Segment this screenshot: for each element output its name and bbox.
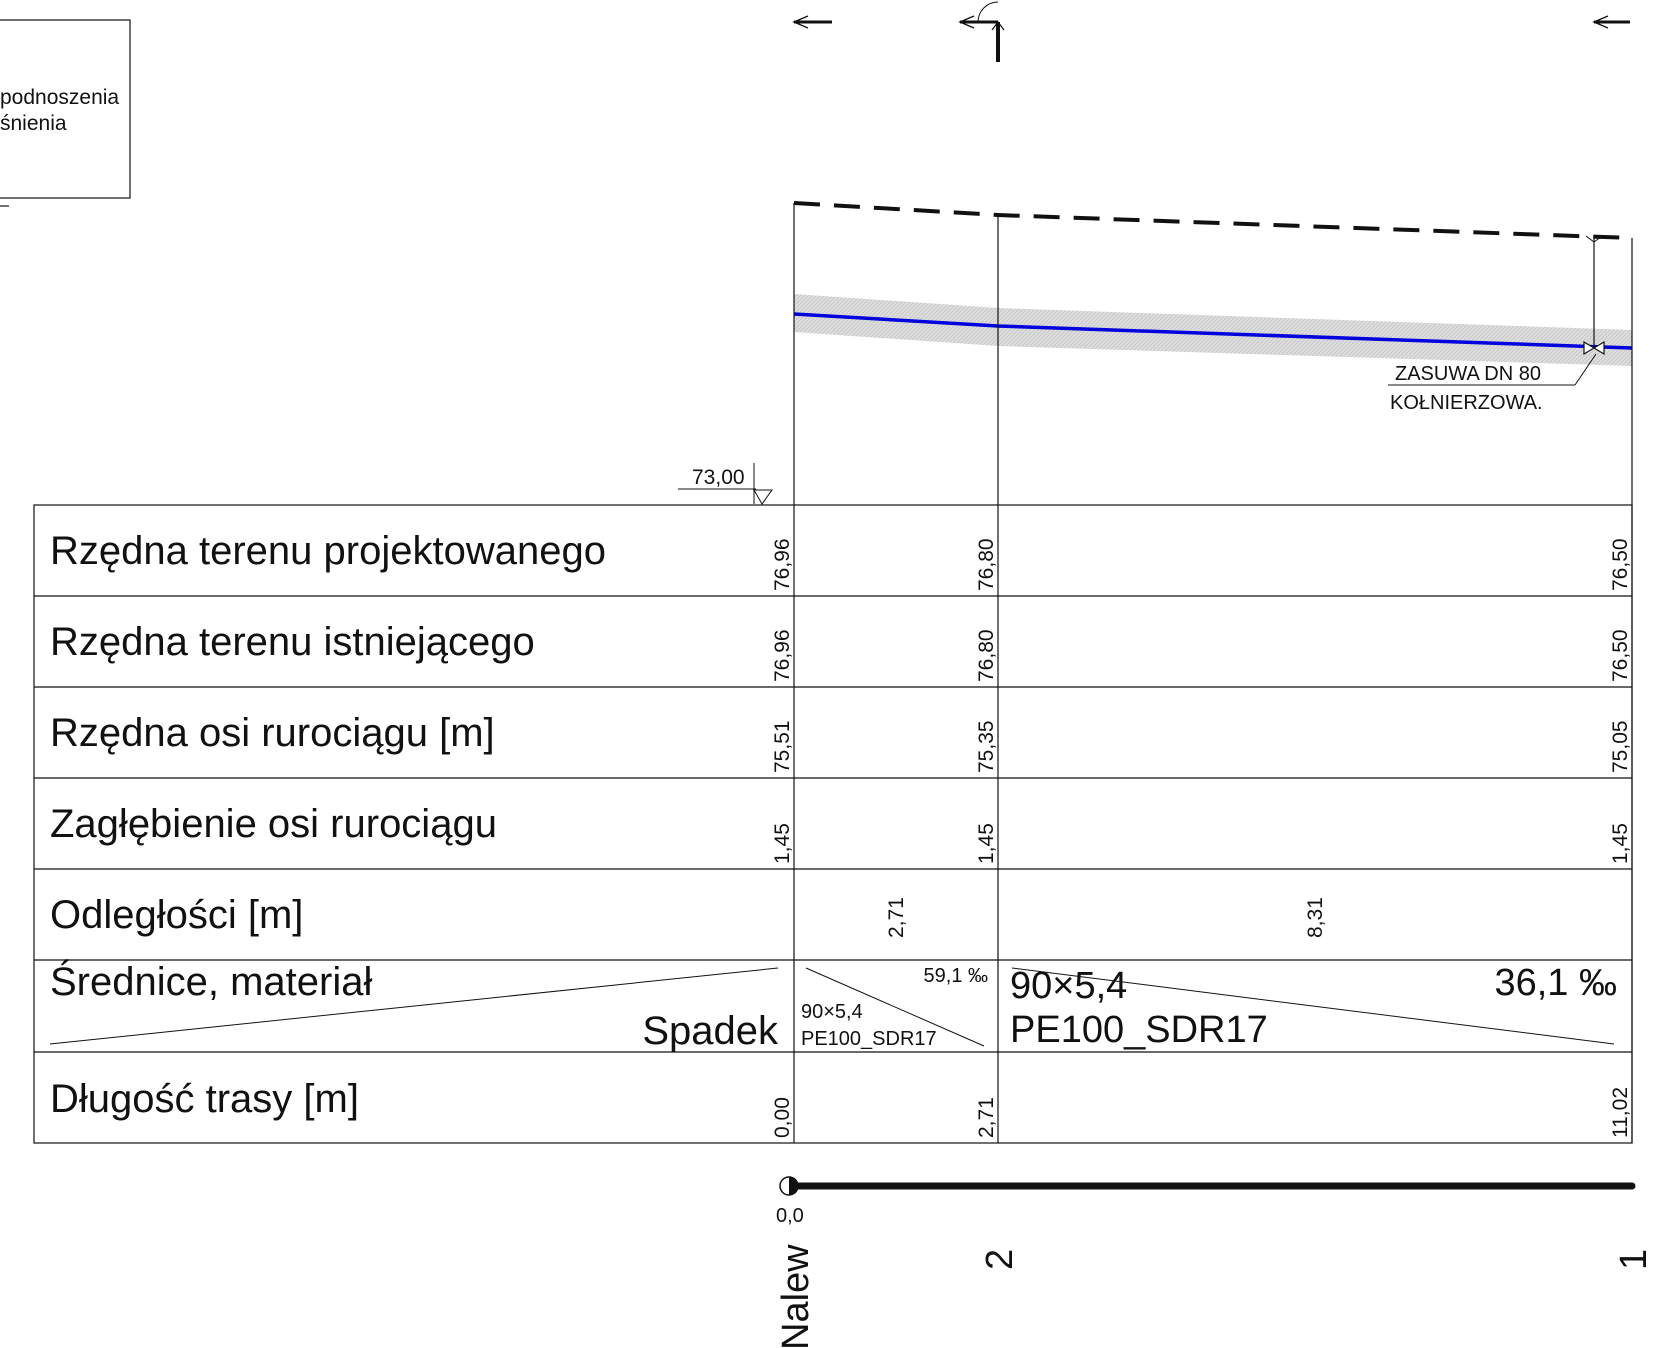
existing-terrain-value-1: 76,50 bbox=[1609, 629, 1632, 682]
legend-line-1: podnoszenia bbox=[0, 86, 119, 109]
pipe-depth-value-1: 1,45 bbox=[1609, 823, 1632, 864]
existing-terrain-value-2: 76,80 bbox=[975, 629, 998, 682]
pipe-axis-value-nalew: 75,51 bbox=[771, 720, 794, 773]
design-terrain-value-nalew: 76,96 bbox=[771, 538, 794, 591]
node-marker-icon bbox=[958, 1, 1005, 62]
route-length-value-nalew: 0,00 bbox=[771, 1097, 794, 1138]
data-table: Rzędna terenu projektowanego Rzędna tere… bbox=[33, 504, 1633, 1144]
scale-bar: 0,0 bbox=[776, 1176, 1636, 1227]
node-label-end: 1 bbox=[1613, 1249, 1655, 1270]
design-terrain-value-1: 76,50 bbox=[1609, 538, 1632, 591]
route-length-value-2: 2,71 bbox=[975, 1097, 998, 1138]
row-label-design-terrain: Rzędna terenu projektowanego bbox=[50, 529, 606, 573]
row-label-pipe-depth: Zagłębienie osi rurociągu bbox=[50, 802, 497, 846]
datum-triangle-icon bbox=[753, 489, 773, 505]
row-label-existing-terrain: Rzędna terenu istniejącego bbox=[50, 620, 535, 664]
pipe-axis-value-1: 75,05 bbox=[1609, 720, 1632, 773]
valve-label-line-2: KOŁNIERZOWA. bbox=[1390, 392, 1543, 414]
scale-origin-half-icon bbox=[789, 1177, 798, 1195]
diameter-dim-segment-2: 90×5,4 bbox=[1010, 965, 1127, 1007]
legend-line-2: śnienia bbox=[0, 112, 67, 135]
node-label-start: Nalew bbox=[775, 1244, 817, 1348]
design-terrain-value-2: 76,80 bbox=[975, 538, 998, 591]
datum-label: 73,00 bbox=[692, 466, 745, 489]
trench-band bbox=[794, 294, 1632, 366]
top-markers bbox=[792, 1, 1630, 62]
legend-frame bbox=[0, 19, 131, 199]
distance-value-segment-1: 2,71 bbox=[885, 897, 908, 938]
terrain-line bbox=[793, 201, 1633, 240]
route-length-value-1: 11,02 bbox=[1609, 1087, 1632, 1138]
diameter-dim-segment-1: 90×5,4 bbox=[801, 1001, 863, 1023]
arrow-left-icon bbox=[792, 15, 832, 29]
scale-zero-label: 0,0 bbox=[776, 1205, 804, 1227]
row-label-pipe-axis: Rzędna osi rurociągu [m] bbox=[50, 711, 495, 755]
pipe-axis-value-2: 75,35 bbox=[975, 720, 998, 773]
pipe-depth-value-2: 1,45 bbox=[975, 823, 998, 864]
table-frame bbox=[33, 504, 1633, 1144]
row-label-slope: Spadek bbox=[642, 1009, 779, 1053]
valve-label-line-1: ZASUWA DN 80 bbox=[1395, 363, 1541, 385]
legend-box: podnoszenia śnienia bbox=[0, 19, 131, 207]
existing-terrain-value-nalew: 76,96 bbox=[771, 629, 794, 682]
arrow-right-end-icon bbox=[1592, 15, 1630, 29]
slope-diagonal-segment-2 bbox=[1011, 967, 1615, 1045]
valve-icon bbox=[1583, 235, 1605, 356]
node-label-middle: 2 bbox=[979, 1249, 1021, 1270]
distance-value-segment-2: 8,31 bbox=[1304, 897, 1327, 938]
diameter-header-diagonal bbox=[49, 967, 779, 1045]
diameter-material-segment-2: PE100_SDR17 bbox=[1010, 1009, 1268, 1051]
row-label-route-length: Długość trasy [m] bbox=[50, 1077, 359, 1121]
slope-diagonal-segment-1 bbox=[805, 967, 985, 1047]
slope-value-segment-2: 36,1 ‰ bbox=[1494, 962, 1617, 1004]
pipe-depth-value-nalew: 1,45 bbox=[771, 823, 794, 864]
row-label-diameter: Średnice, materiał bbox=[50, 958, 372, 1004]
slope-value-segment-1: 59,1 ‰ bbox=[924, 965, 988, 987]
row-label-distances: Odległości [m] bbox=[50, 893, 303, 937]
diameter-material-segment-1: PE100_SDR17 bbox=[801, 1028, 937, 1050]
valve-label-leader-slant bbox=[1574, 353, 1597, 386]
